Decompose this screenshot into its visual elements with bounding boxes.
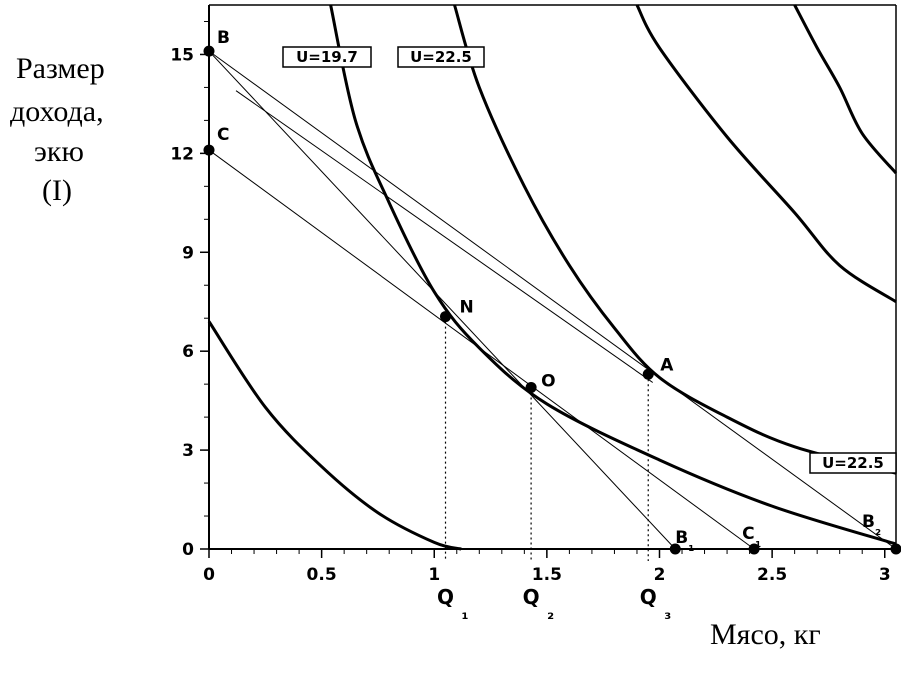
indifference-curve-3 (453, 4, 897, 475)
point-label: O (541, 371, 555, 391)
point-N (440, 311, 452, 323)
point-label-subscript: ₁ (688, 539, 694, 555)
y-axis-label-line-1: Размер (16, 52, 105, 85)
point-label: A (660, 355, 674, 375)
annotation-u-19-7-box (282, 46, 372, 68)
annotation-u-22-5-top: U=22.5 (410, 48, 472, 66)
q-label-subscript: ₂ (547, 604, 554, 623)
point-label-subscript: ₂ (875, 523, 881, 539)
point-label-subscript: ₁ (755, 535, 761, 551)
q-label-subscript: ₁ (462, 604, 469, 623)
x-tick-label: 0 (203, 565, 215, 585)
y-tick-label: 0 (182, 540, 194, 560)
q-label: Q (640, 585, 657, 609)
x-tick-label: 3 (879, 565, 891, 585)
budget-line-2 (208, 50, 676, 550)
q-label: Q (523, 585, 540, 609)
y-axis-label-line-2: дохода, (10, 95, 104, 128)
y-axis-label-line-4: (I) (42, 174, 72, 207)
indifference-curve-5 (793, 4, 898, 175)
x-tick-label: 2.5 (757, 565, 787, 585)
y-tick-label: 6 (182, 342, 194, 362)
y-axis-label-line-3: экю (34, 135, 84, 168)
y-tick-label: 3 (182, 441, 194, 461)
point-B₁ (669, 543, 681, 555)
point-C₁ (748, 543, 760, 555)
annotation-u-22-5-top-box (397, 46, 485, 68)
indifference-curve-4 (635, 4, 897, 303)
budget-line-4 (235, 90, 654, 383)
point-label: C (742, 524, 754, 544)
annotation-u-19-7: U=19.7 (296, 48, 358, 66)
x-tick-label: 2 (654, 565, 666, 585)
point-label: C (217, 125, 229, 145)
x-tick-label: 1 (428, 565, 440, 585)
point-label: B (217, 28, 230, 48)
x-tick-label: 1.5 (532, 565, 562, 585)
budget-line-1 (208, 50, 897, 550)
point-O (525, 381, 537, 393)
annotation-u-22-5-right-box (809, 452, 897, 474)
point-label: B (675, 528, 688, 548)
point-A (642, 368, 654, 380)
point-label: B (862, 512, 875, 532)
indifference-curve-2 (329, 4, 897, 546)
y-tick-label: 15 (170, 45, 194, 65)
q-label: Q (437, 585, 454, 609)
y-tick-label: 9 (182, 243, 194, 263)
x-tick-label: 0.5 (307, 565, 337, 585)
point-B₂ (890, 543, 901, 555)
annotation-u-22-5-right: U=22.5 (822, 454, 884, 472)
point-B (203, 45, 215, 57)
point-label: N (460, 298, 474, 318)
x-axis-label: Мясо, кг (710, 618, 821, 651)
y-tick-label: 12 (170, 144, 194, 164)
q-label-subscript: ₃ (664, 604, 671, 623)
indifference-curve-1 (207, 320, 462, 551)
point-C (203, 144, 215, 156)
